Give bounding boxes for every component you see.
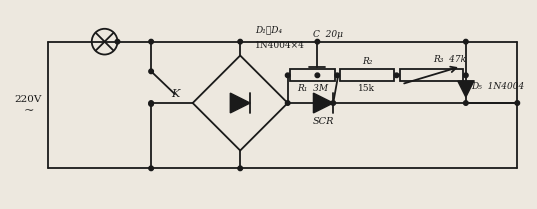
Text: R₃  47k: R₃ 47k (433, 55, 466, 64)
Polygon shape (314, 93, 333, 113)
Circle shape (238, 39, 243, 44)
Circle shape (463, 101, 468, 105)
Circle shape (331, 101, 336, 105)
FancyBboxPatch shape (340, 69, 394, 81)
Circle shape (115, 39, 120, 44)
Text: D₁～D₄: D₁～D₄ (255, 26, 282, 35)
Circle shape (463, 39, 468, 44)
Circle shape (315, 73, 320, 78)
Circle shape (394, 73, 399, 78)
Circle shape (515, 101, 520, 105)
Text: 220V: 220V (14, 94, 42, 103)
Circle shape (238, 166, 243, 171)
Text: C  20μ: C 20μ (314, 30, 344, 39)
Circle shape (149, 166, 154, 171)
Polygon shape (458, 81, 474, 97)
Text: ~: ~ (23, 104, 34, 117)
Text: K: K (171, 89, 179, 99)
Circle shape (149, 102, 154, 106)
Text: SCR: SCR (313, 117, 334, 126)
Circle shape (335, 73, 339, 78)
Text: 1N4004×4: 1N4004×4 (255, 41, 305, 50)
FancyBboxPatch shape (400, 69, 463, 81)
Text: D₅  1N4004: D₅ 1N4004 (471, 82, 524, 91)
Polygon shape (230, 93, 250, 113)
Circle shape (149, 39, 154, 44)
Circle shape (286, 73, 290, 78)
Text: 15k: 15k (358, 84, 375, 93)
Text: R₁  3M: R₁ 3M (297, 84, 328, 93)
Circle shape (286, 101, 290, 105)
FancyBboxPatch shape (289, 69, 335, 81)
Circle shape (463, 73, 468, 78)
Text: R₂: R₂ (362, 57, 372, 66)
Circle shape (315, 39, 320, 44)
Circle shape (149, 101, 154, 105)
Circle shape (149, 69, 154, 74)
